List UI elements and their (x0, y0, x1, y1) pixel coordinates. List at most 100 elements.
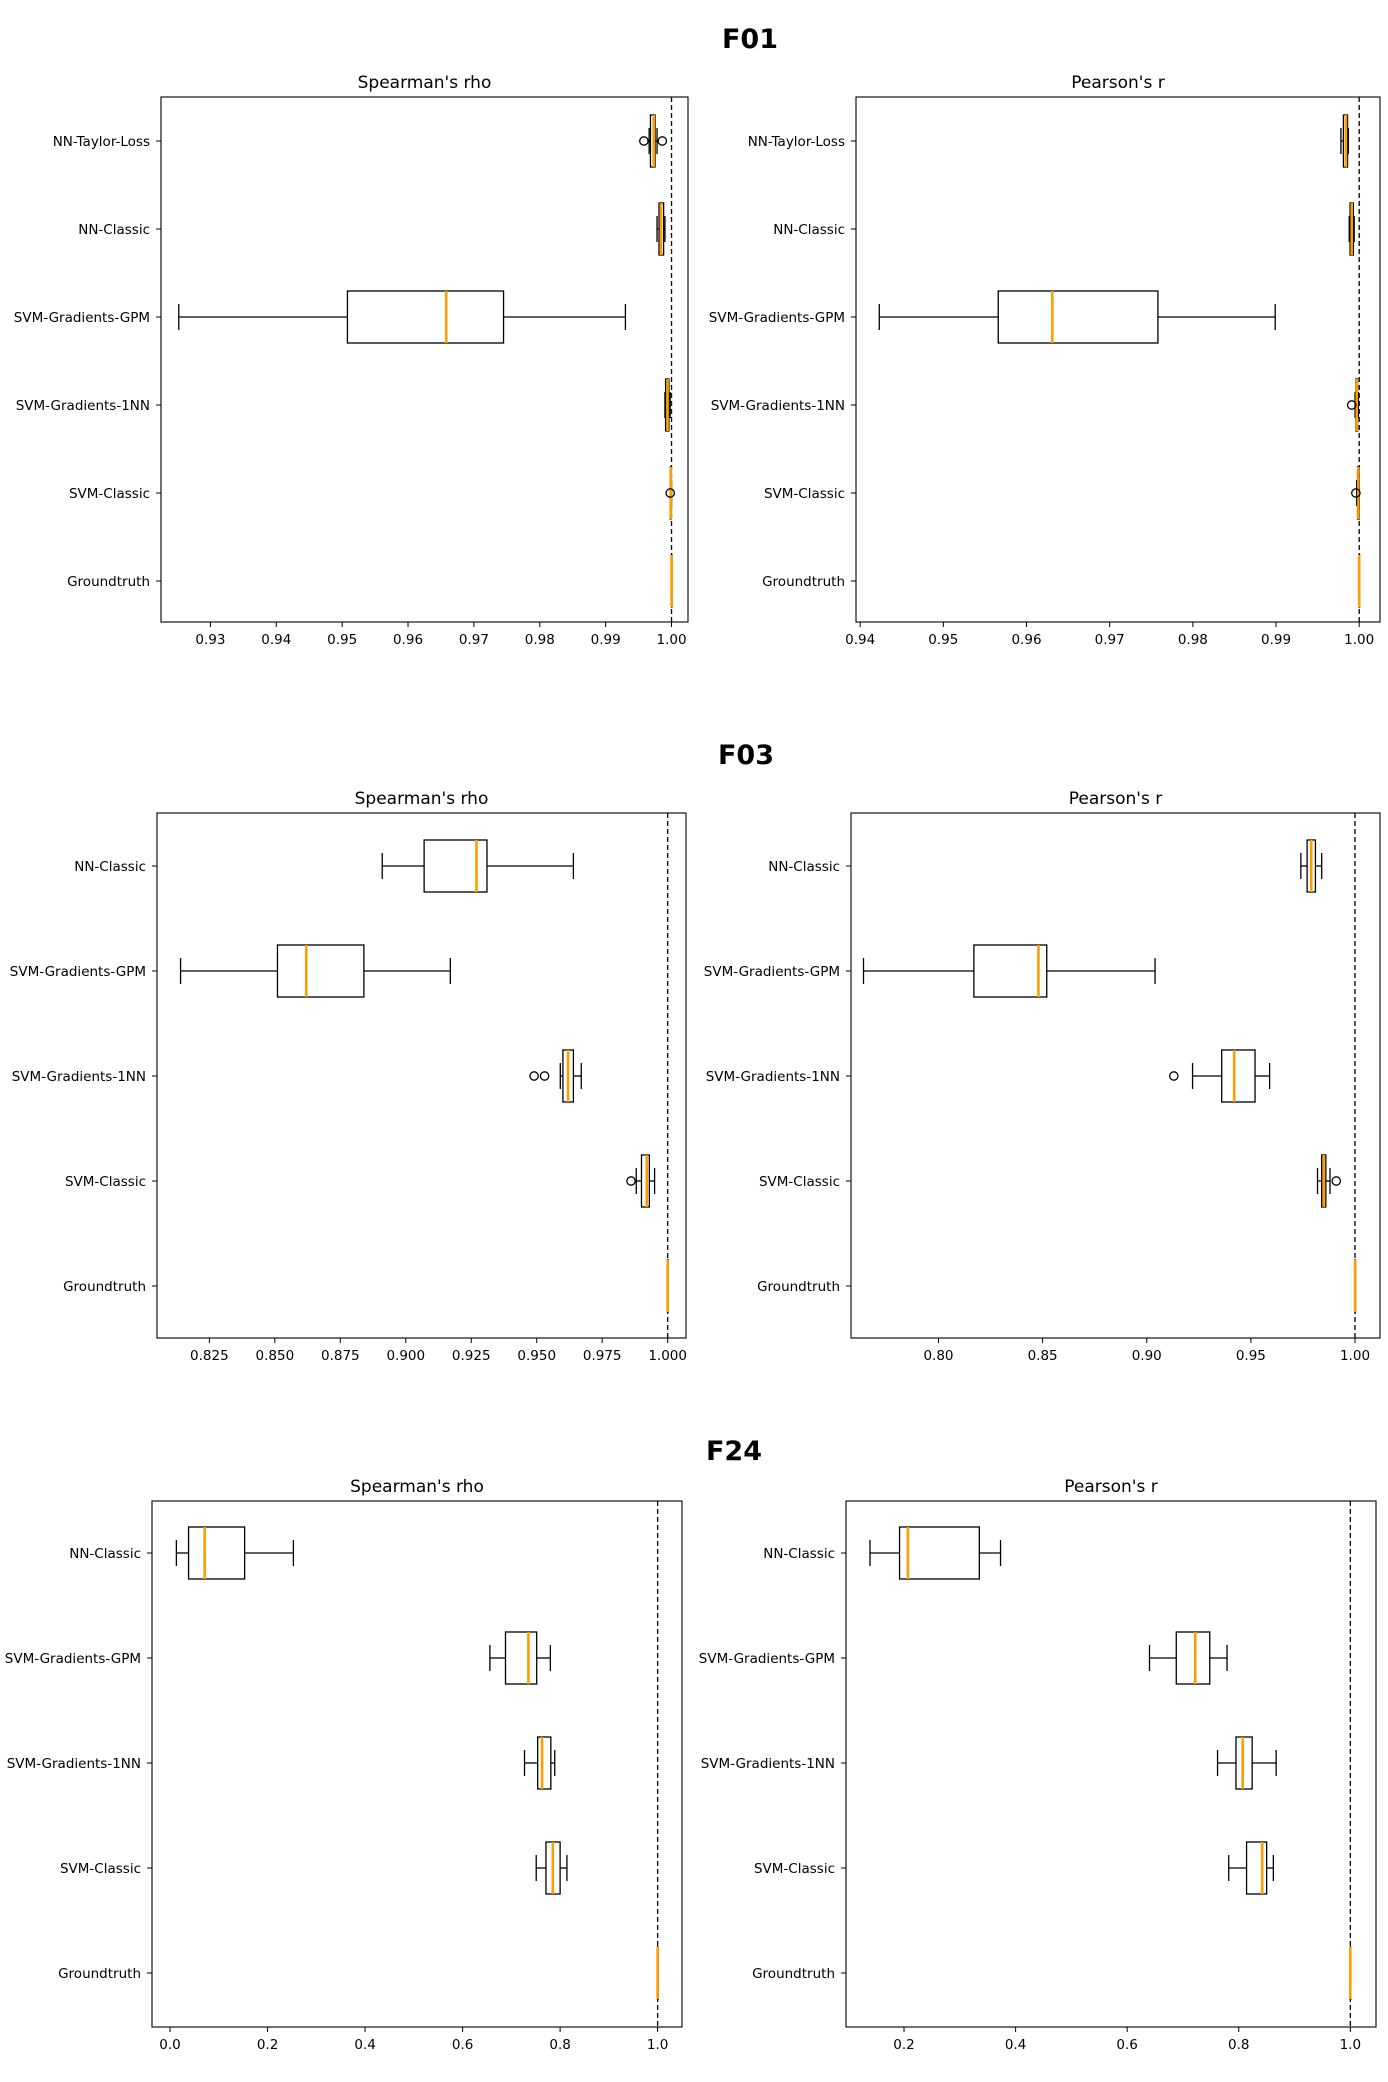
x-tick-label: 0.2 (257, 2037, 278, 2053)
axes-frame (850, 812, 1381, 1339)
y-tick-label: Groundtruth (757, 1279, 840, 1295)
x-tick-label: 0.99 (591, 632, 621, 648)
figure-title: F03 (718, 740, 774, 771)
y-tick-label: NN-Classic (763, 1546, 835, 1562)
x-tick-label: 1.00 (1340, 1348, 1370, 1364)
y-tick-label: SVM-Classic (754, 1861, 835, 1877)
x-tick-label: 0.95 (1236, 1348, 1266, 1364)
panel-spearman: Spearman's rho NN-Classic SVM-Gradients-GP… (10, 789, 687, 1364)
x-tick-label: 1.0 (647, 2037, 668, 2053)
x-tick-label: 0.6 (1116, 2037, 1137, 2053)
x-tick-label: 0.8 (549, 2037, 570, 2053)
y-tick-label: SVM-Gradients-1NN (706, 1069, 840, 1085)
y-tick-label: SVM-Classic (60, 1861, 141, 1877)
y-tick-label: NN-Classic (78, 222, 150, 238)
outlier-point (665, 488, 676, 498)
box-svm-gradients-gpm (489, 1631, 552, 1685)
x-tick-label: 0.80 (923, 1348, 953, 1364)
y-tick-label: SVM-Gradients-1NN (711, 398, 845, 414)
box-iqr (276, 944, 365, 998)
y-tick-label: SVM-Gradients-1NN (701, 1756, 835, 1772)
box-nn-classic (1348, 202, 1355, 256)
y-tick-label: SVM-Gradients-GPM (14, 310, 150, 326)
box-svm-gradients-gpm (179, 944, 451, 998)
y-tick-label: SVM-Classic (65, 1174, 146, 1190)
y-tick-label: SVM-Gradients-1NN (16, 398, 150, 414)
outlier-point (639, 136, 649, 146)
box-iqr (898, 1526, 980, 1580)
x-tick-label: 0.4 (1005, 2037, 1026, 2053)
box-iqr (504, 1631, 538, 1685)
figure-title: F24 (706, 1436, 762, 1467)
x-tick-label: 0.925 (452, 1348, 491, 1364)
x-tick-label: 0.95 (928, 632, 958, 648)
panel-title: Spearman's rho (350, 1477, 484, 1497)
box-svm-gradients-1nn (664, 378, 671, 432)
box-svm-classic (1228, 1841, 1274, 1895)
box-iqr (187, 1526, 246, 1580)
outlier-point (1351, 488, 1361, 498)
outlier-point (1168, 1071, 1179, 1081)
y-tick-label: SVM-Gradients-GPM (704, 964, 840, 980)
x-tick-label: 0.950 (517, 1348, 556, 1364)
axes-frame (156, 812, 687, 1339)
axes-frame (160, 96, 689, 623)
outlier-point (539, 1071, 550, 1081)
axes-frame (845, 1500, 1377, 2028)
figure-group-f24: F24 Spearman's rho NN-Classic SVM-Gradients… (5, 1436, 1377, 2053)
x-tick-label: 0.8 (1228, 2037, 1249, 2053)
x-tick-label: 0.975 (583, 1348, 622, 1364)
y-tick-label: SVM-Gradients-GPM (5, 1651, 141, 1667)
outlier-point (529, 1071, 539, 1081)
x-tick-label: 0.850 (256, 1348, 295, 1364)
y-tick-label: NN-Taylor-Loss (748, 134, 845, 150)
box-iqr (640, 1154, 650, 1208)
box-nn-classic (869, 1526, 1002, 1580)
x-tick-label: 0.97 (1095, 632, 1125, 648)
box-iqr (537, 1736, 552, 1790)
figure-group-f03: F03 Spearman's rho NN-Classic SVM-Gradients… (10, 740, 1381, 1364)
y-tick-label: NN-Classic (773, 222, 845, 238)
y-tick-label: NN-Classic (768, 859, 840, 875)
panel-pearson: Pearson's r NN-Taylor-Loss NN-Classic SVM-G… (709, 73, 1381, 648)
box-groundtruth (656, 1946, 659, 2000)
x-tick-label: 0.85 (1028, 1348, 1058, 1364)
x-tick-label: 0.2 (893, 2037, 914, 2053)
x-tick-label: 0.93 (195, 632, 225, 648)
x-tick-label: 0.94 (845, 632, 875, 648)
box-iqr (423, 839, 488, 893)
y-tick-label: NN-Classic (69, 1546, 141, 1562)
box-iqr (1221, 1049, 1256, 1103)
box-svm-classic (626, 1154, 656, 1208)
y-tick-label: SVM-Classic (759, 1174, 840, 1190)
outlier-point (1331, 1176, 1342, 1186)
x-tick-label: 1.00 (1344, 632, 1374, 648)
x-tick-label: 0.900 (386, 1348, 425, 1364)
box-svm-gradients-1nn (523, 1736, 556, 1790)
y-tick-label: SVM-Classic (764, 486, 845, 502)
box-nn-classic (175, 1526, 295, 1580)
x-tick-label: 0.94 (261, 632, 291, 648)
box-nn-classic (381, 839, 575, 893)
outlier-point (657, 136, 668, 146)
x-tick-label: 0.95 (327, 632, 357, 648)
axes-frame (151, 1500, 683, 2028)
x-tick-label: 0.4 (354, 2037, 375, 2053)
box-svm-classic (1316, 1154, 1342, 1208)
box-svm-classic (1351, 466, 1361, 520)
y-tick-label: SVM-Gradients-GPM (699, 1651, 835, 1667)
y-tick-label: SVM-Classic (69, 486, 150, 502)
box-iqr (346, 290, 505, 344)
y-tick-label: SVM-Gradients-1NN (7, 1756, 141, 1772)
y-tick-label: Groundtruth (58, 1966, 141, 1982)
box-groundtruth (670, 554, 673, 608)
outlier-point (1346, 400, 1357, 410)
panel-spearman: Spearman's rho NN-Taylor-Loss NN-Classic SV… (14, 73, 689, 648)
box-iqr (1175, 1631, 1211, 1685)
box-iqr (997, 290, 1159, 344)
box-svm-gradients-1nn (529, 1049, 582, 1103)
box-groundtruth (1349, 1946, 1352, 2000)
box-nn-taylor-loss (639, 114, 668, 168)
box-svm-gradients-1nn (1216, 1736, 1277, 1790)
